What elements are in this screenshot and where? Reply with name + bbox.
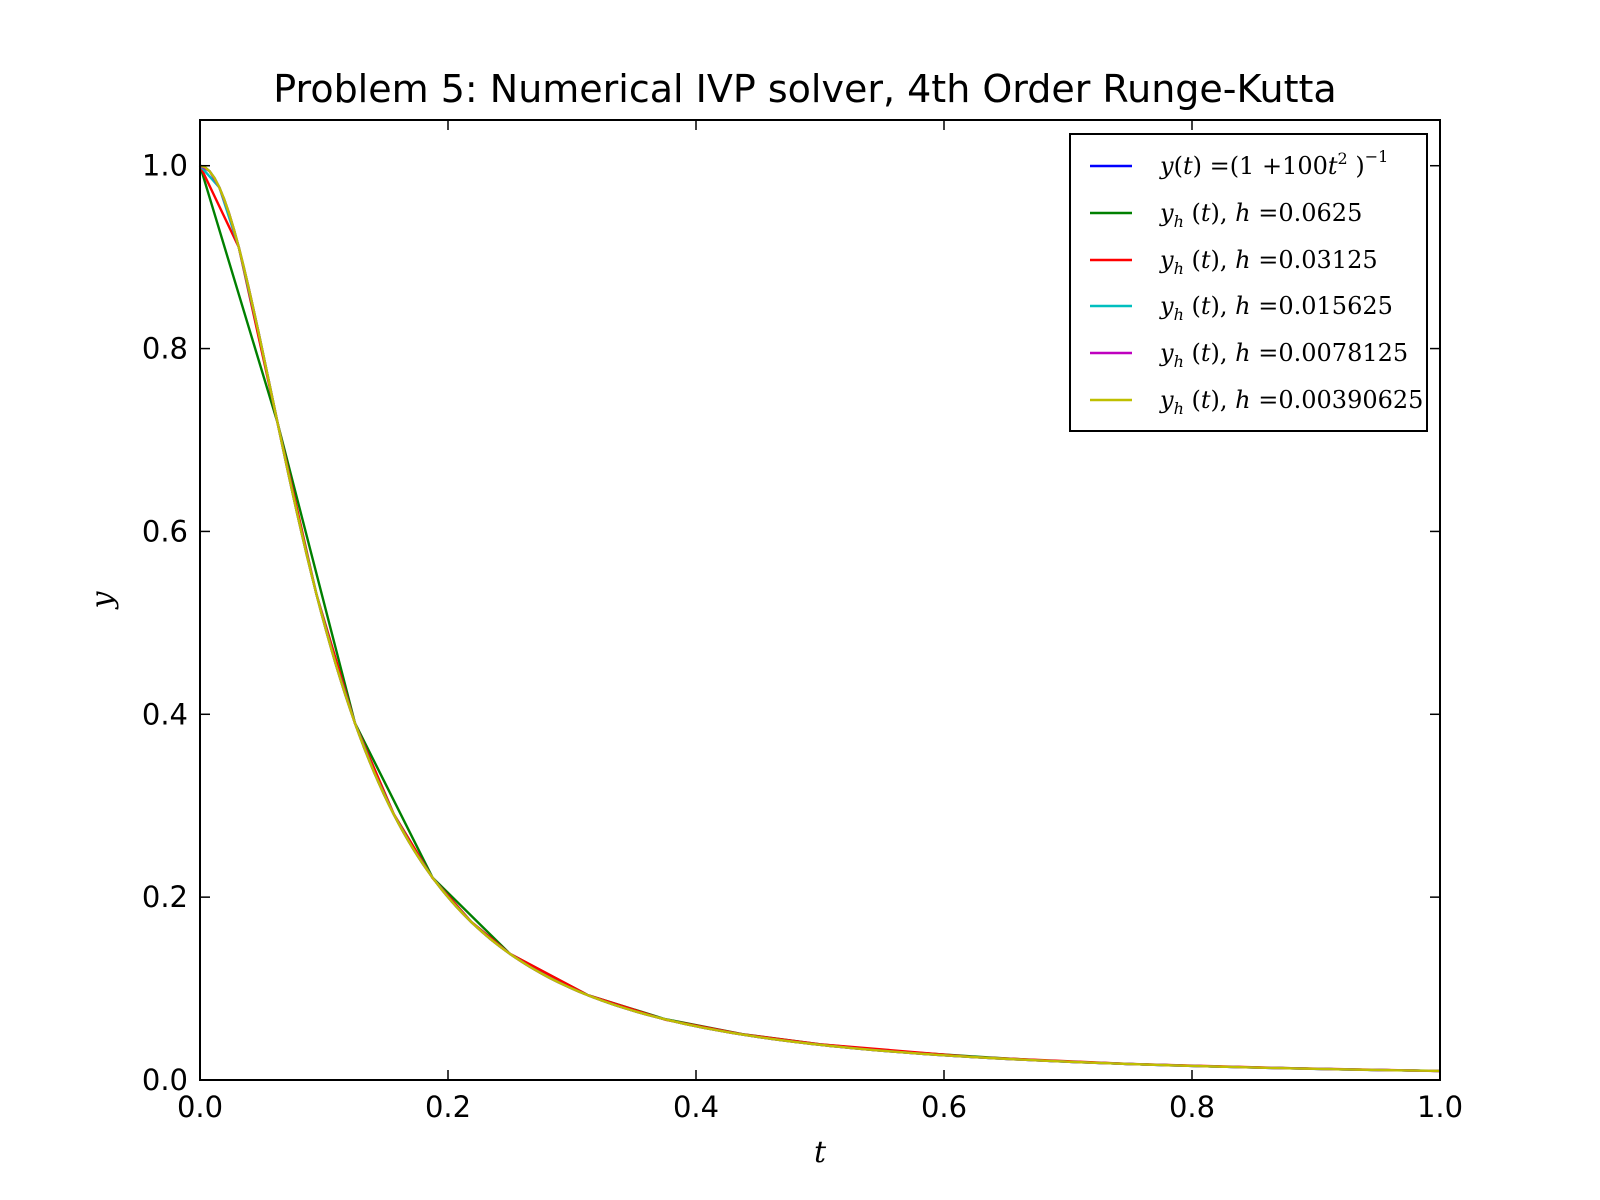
- x-tick-label: 0.6: [921, 1090, 967, 1124]
- legend-label-h-0-015625: yh (t), h =0.015625: [1159, 292, 1393, 324]
- legend-box: [1069, 133, 1428, 432]
- legend-label-h-0-00390625: yh (t), h =0.00390625: [1159, 386, 1423, 418]
- x-axis-label: t: [814, 1135, 827, 1170]
- y-tick-label: 0.0: [142, 1063, 188, 1097]
- x-tick-label: 0.4: [673, 1090, 719, 1124]
- y-tick-label: 0.8: [142, 332, 188, 366]
- y-tick-label: 0.2: [142, 880, 188, 914]
- plot-area-frame: [199, 119, 1441, 1081]
- y-tick-label: 0.4: [142, 697, 188, 731]
- x-tick-label: 0.2: [425, 1090, 471, 1124]
- legend-label-h-0-0078125: yh (t), h =0.0078125: [1159, 339, 1408, 371]
- x-tick-label: 1.0: [1417, 1090, 1463, 1124]
- x-tick-label: 0.0: [177, 1090, 223, 1124]
- y-axis-label: y: [85, 590, 120, 610]
- legend-label-exact: y(t) =(1 +100t2 )−1: [1159, 147, 1388, 180]
- y-tick-label: 1.0: [142, 149, 188, 183]
- ticks-layer: 0.0 0.2 0.4 0.6 0.8 1.0 0.0 0.2 0.4 0.6 0.8 1.0: [142, 120, 1463, 1124]
- legend-lines: [1090, 164, 1132, 402]
- legend-label-h-0-03125: yh (t), h =0.03125: [1159, 246, 1378, 278]
- chart-title: Problem 5: Numerical IVP solver, 4th Ord…: [273, 67, 1336, 111]
- series-line-5: [199, 164, 1441, 1073]
- y-tick-label: 0.6: [142, 514, 188, 548]
- x-tick-label: 0.8: [1169, 1090, 1215, 1124]
- legend: y(t) =(1 +100t2 )−1 yh (t), h =0.0625 yh…: [1069, 133, 1428, 432]
- series-layer: [198, 164, 1441, 1073]
- legend-label-h-0-0625: yh (t), h =0.0625: [1159, 199, 1362, 231]
